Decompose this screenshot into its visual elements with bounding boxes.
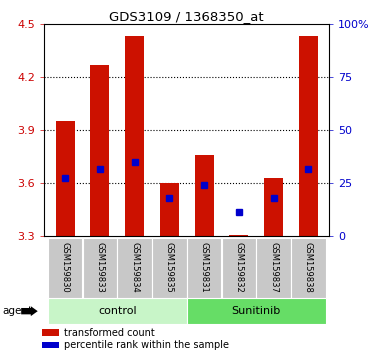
Text: control: control xyxy=(98,306,137,316)
Bar xyxy=(256,238,291,298)
Bar xyxy=(187,238,221,298)
Bar xyxy=(152,238,187,298)
Bar xyxy=(90,65,109,236)
Bar xyxy=(42,342,59,348)
Bar xyxy=(55,121,75,236)
Text: GSM159838: GSM159838 xyxy=(304,242,313,293)
Text: Sunitinib: Sunitinib xyxy=(232,306,281,316)
Bar xyxy=(48,298,187,324)
Bar xyxy=(299,36,318,236)
Bar xyxy=(229,235,248,236)
Bar xyxy=(82,238,117,298)
Text: transformed count: transformed count xyxy=(64,327,155,338)
Text: agent: agent xyxy=(2,306,32,316)
Bar xyxy=(291,238,326,298)
Bar xyxy=(117,238,152,298)
Text: GSM159837: GSM159837 xyxy=(269,242,278,293)
Bar xyxy=(264,178,283,236)
Text: GSM159832: GSM159832 xyxy=(234,242,243,293)
Bar xyxy=(194,155,214,236)
Text: GSM159833: GSM159833 xyxy=(95,242,104,293)
Title: GDS3109 / 1368350_at: GDS3109 / 1368350_at xyxy=(109,10,264,23)
Bar xyxy=(221,238,256,298)
Bar xyxy=(42,329,59,336)
Text: GSM159835: GSM159835 xyxy=(165,242,174,293)
Bar xyxy=(160,183,179,236)
Bar xyxy=(48,238,82,298)
Bar xyxy=(125,36,144,236)
Text: GSM159834: GSM159834 xyxy=(130,242,139,293)
Text: percentile rank within the sample: percentile rank within the sample xyxy=(64,340,229,350)
Bar xyxy=(187,298,326,324)
Text: GSM159830: GSM159830 xyxy=(60,242,70,293)
Text: GSM159831: GSM159831 xyxy=(199,242,209,293)
